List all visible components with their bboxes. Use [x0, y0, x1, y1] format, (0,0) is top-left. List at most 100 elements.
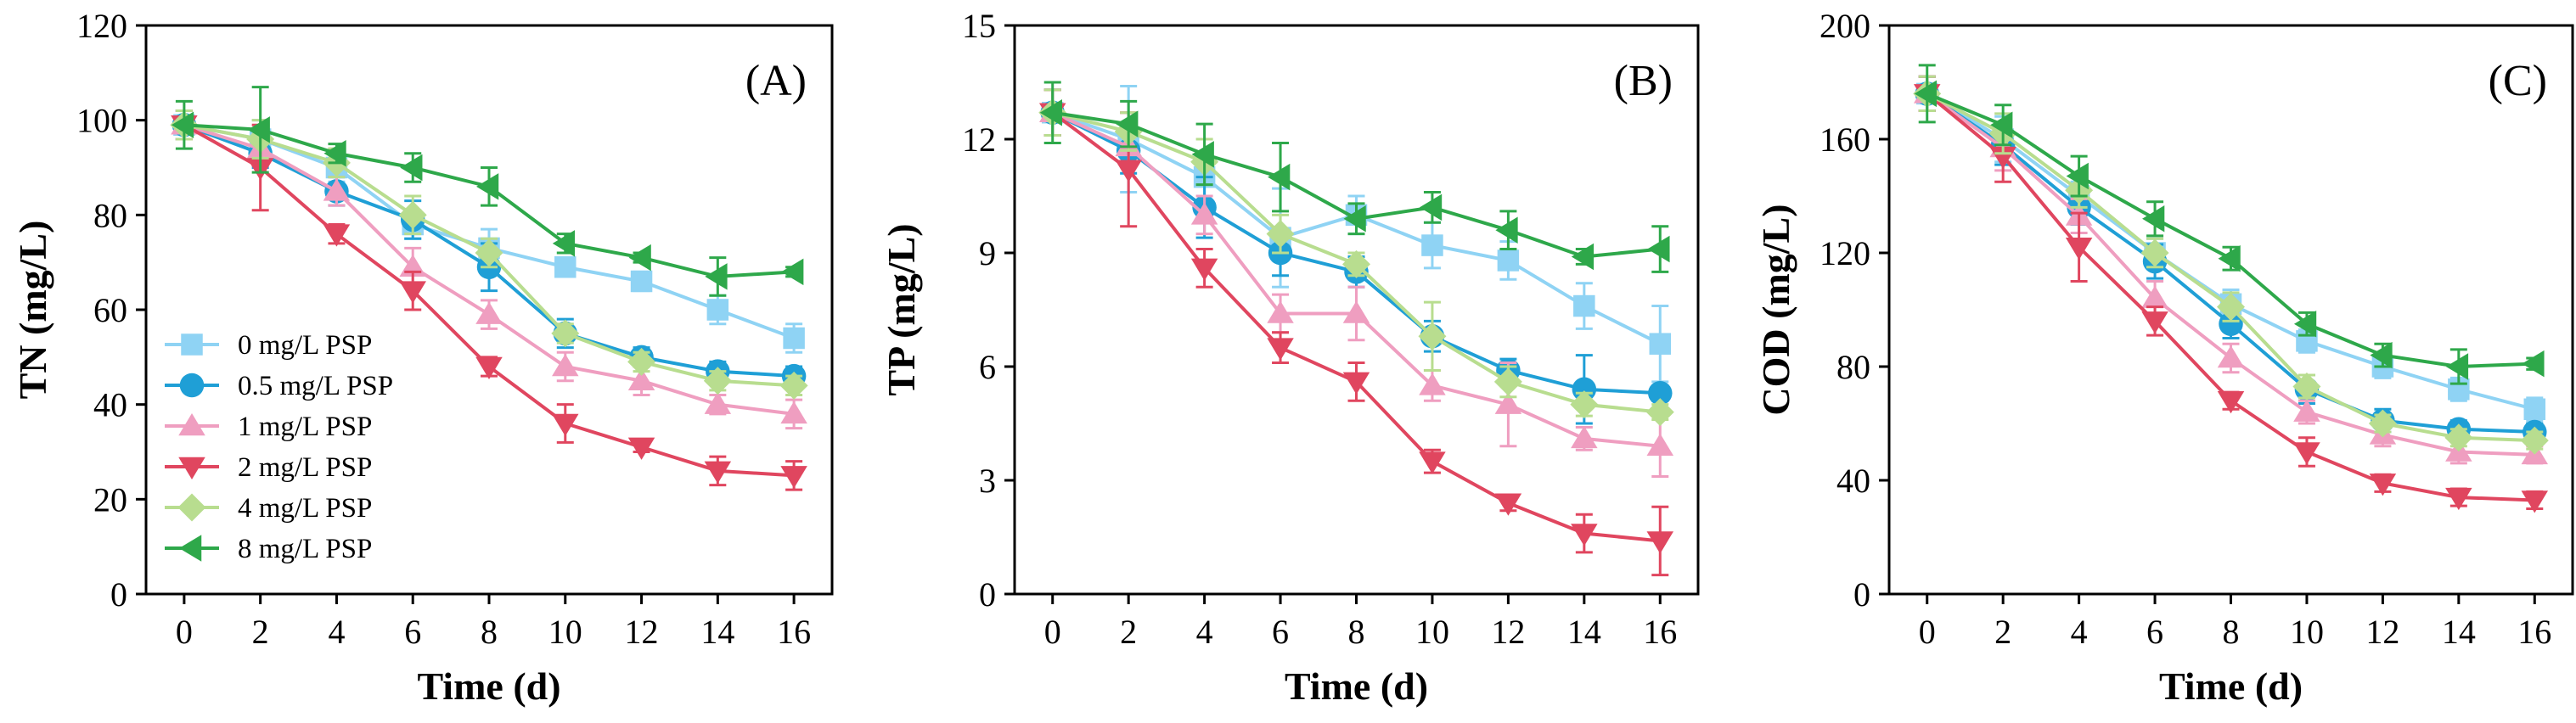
- y-tick-label: 100: [76, 102, 127, 140]
- data-point: [1494, 391, 1522, 414]
- y-tick-label: 80: [1836, 348, 1870, 386]
- x-tick-label: 2: [252, 613, 269, 651]
- y-tick-label: 120: [76, 7, 127, 45]
- x-tick-label: 10: [548, 613, 582, 651]
- data-point: [2219, 311, 2243, 336]
- data-point: [1342, 249, 1370, 278]
- data-point: [1649, 333, 1672, 355]
- data-point: [323, 178, 351, 201]
- y-tick-label: 3: [979, 462, 996, 500]
- x-axis-label: Time (d): [417, 664, 560, 708]
- data-point: [2445, 353, 2469, 380]
- panel-label: (B): [1614, 57, 1673, 105]
- panel-label: (A): [745, 57, 807, 105]
- data-point: [2368, 409, 2397, 438]
- series-5: [1039, 81, 1670, 273]
- data-point: [398, 200, 427, 229]
- data-point: [705, 263, 728, 290]
- x-tick-label: 0: [1919, 613, 1936, 651]
- data-point: [2293, 311, 2317, 338]
- y-tick-label: 12: [962, 120, 996, 159]
- data-point: [1266, 220, 1295, 249]
- y-tick-label: 0: [979, 575, 996, 614]
- data-point: [627, 437, 655, 460]
- y-axis-label: COD (mg/L): [1754, 204, 1797, 415]
- y-tick-label: 6: [979, 348, 996, 386]
- x-tick-label: 16: [777, 613, 811, 651]
- series-3: [1038, 88, 1674, 577]
- data-point: [1571, 524, 1598, 546]
- legend-label: 0 mg/L PSP: [238, 330, 372, 361]
- legend-marker: [178, 413, 205, 436]
- data-point: [1191, 141, 1214, 168]
- data-point: [1648, 381, 1673, 406]
- data-point: [1115, 160, 1142, 182]
- data-point: [1570, 390, 1599, 419]
- data-point: [2140, 238, 2169, 267]
- data-point: [2369, 474, 2397, 496]
- data-point: [2141, 311, 2168, 334]
- data-point: [2217, 390, 2245, 414]
- data-point: [1990, 111, 2013, 138]
- data-point: [1419, 193, 1443, 221]
- y-tick-label: 80: [93, 196, 127, 234]
- data-point: [1190, 258, 1218, 281]
- x-tick-label: 8: [481, 613, 498, 651]
- data-point: [706, 299, 729, 321]
- legend-marker: [179, 535, 202, 562]
- legend: 0 mg/L PSP 0.5 mg/L PSP 1 mg/L PSP 2 mg/L P…: [165, 330, 393, 564]
- data-point: [400, 154, 423, 182]
- x-tick-label: 14: [1567, 613, 1601, 651]
- data-point: [476, 173, 499, 200]
- data-point: [2521, 490, 2549, 513]
- legend-label: 1 mg/L PSP: [238, 412, 372, 442]
- chart-panel-0: 0 2 4 6 8 10 12 14 16 0 20 40 60 80 100 120 Time (d) TN (…: [11, 7, 834, 708]
- y-tick-label: 200: [1820, 7, 1870, 45]
- data-point: [1039, 98, 1062, 126]
- data-point: [171, 111, 194, 138]
- series-5: [171, 86, 804, 297]
- x-tick-label: 6: [2146, 613, 2163, 651]
- data-point: [2142, 205, 2165, 233]
- data-point: [2293, 399, 2320, 422]
- x-tick-label: 2: [1994, 613, 2011, 651]
- data-point: [1497, 249, 1520, 272]
- data-point: [628, 244, 651, 272]
- x-axis-label: Time (d): [2159, 664, 2303, 708]
- data-point: [1494, 493, 1522, 516]
- data-point: [630, 270, 653, 293]
- data-point: [1267, 338, 1294, 361]
- data-point: [704, 391, 732, 414]
- x-tick-label: 4: [1196, 613, 1213, 651]
- x-tick-label: 8: [2223, 613, 2240, 651]
- x-tick-label: 12: [2365, 613, 2399, 651]
- data-point: [2444, 423, 2473, 452]
- y-tick-label: 20: [93, 480, 127, 518]
- data-point: [2217, 293, 2245, 322]
- series-3: [171, 109, 807, 491]
- y-tick-label: 0: [1853, 575, 1870, 614]
- series-5: [1914, 64, 2545, 385]
- y-tick-label: 0: [110, 575, 127, 614]
- data-point: [1418, 322, 1447, 350]
- y-tick-label: 9: [979, 234, 996, 272]
- x-tick-label: 4: [328, 613, 345, 651]
- data-point: [1419, 451, 1446, 474]
- data-point: [1190, 202, 1218, 225]
- data-point: [2520, 426, 2549, 455]
- data-point: [1268, 163, 1291, 191]
- data-point: [780, 401, 807, 424]
- y-tick-label: 60: [93, 291, 127, 329]
- data-point: [2141, 285, 2168, 308]
- data-point: [779, 371, 808, 400]
- x-tick-label: 0: [1044, 613, 1061, 651]
- data-point: [2218, 244, 2241, 272]
- y-tick-label: 120: [1820, 234, 1870, 272]
- data-point: [1342, 372, 1370, 395]
- data-point: [704, 461, 732, 484]
- x-tick-label: 12: [1491, 613, 1525, 651]
- legend-marker: [181, 333, 203, 356]
- series-4: [170, 109, 808, 400]
- x-tick-label: 12: [625, 613, 659, 651]
